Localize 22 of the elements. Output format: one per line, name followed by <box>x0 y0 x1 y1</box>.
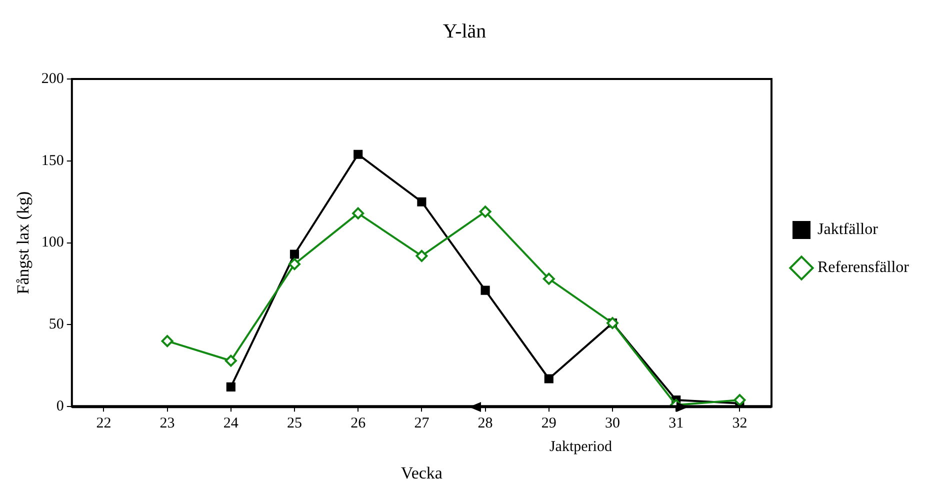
y-tick-label: 150 <box>41 152 64 169</box>
y-axis-title: Fångst lax (kg) <box>14 191 33 294</box>
chart-title: Y-län <box>442 20 486 42</box>
x-tick-label: 30 <box>604 416 620 432</box>
x-tick-label: 27 <box>414 416 430 432</box>
legend-label: Referensfällor <box>817 259 910 276</box>
y-tick-label: 200 <box>41 70 64 87</box>
y-tick-label: 100 <box>41 234 64 251</box>
x-tick-label: 22 <box>96 416 112 432</box>
x-tick-label: 28 <box>478 416 493 432</box>
text: Jaktperiod <box>549 439 612 456</box>
x-tick-label: 24 <box>223 416 239 432</box>
legend-label: Jaktfällor <box>817 221 879 238</box>
y-tick-label: 50 <box>48 316 64 333</box>
x-axis-title: Vecka <box>400 463 443 482</box>
x-tick-label: 29 <box>541 416 556 432</box>
y-tick-label: 0 <box>56 398 64 415</box>
x-tick-label: 23 <box>160 416 175 432</box>
x-tick-label: 25 <box>287 416 302 432</box>
x-tick-label: 32 <box>732 416 748 432</box>
x-tick-label: 26 <box>350 416 366 432</box>
x-tick-label: 31 <box>668 416 684 432</box>
